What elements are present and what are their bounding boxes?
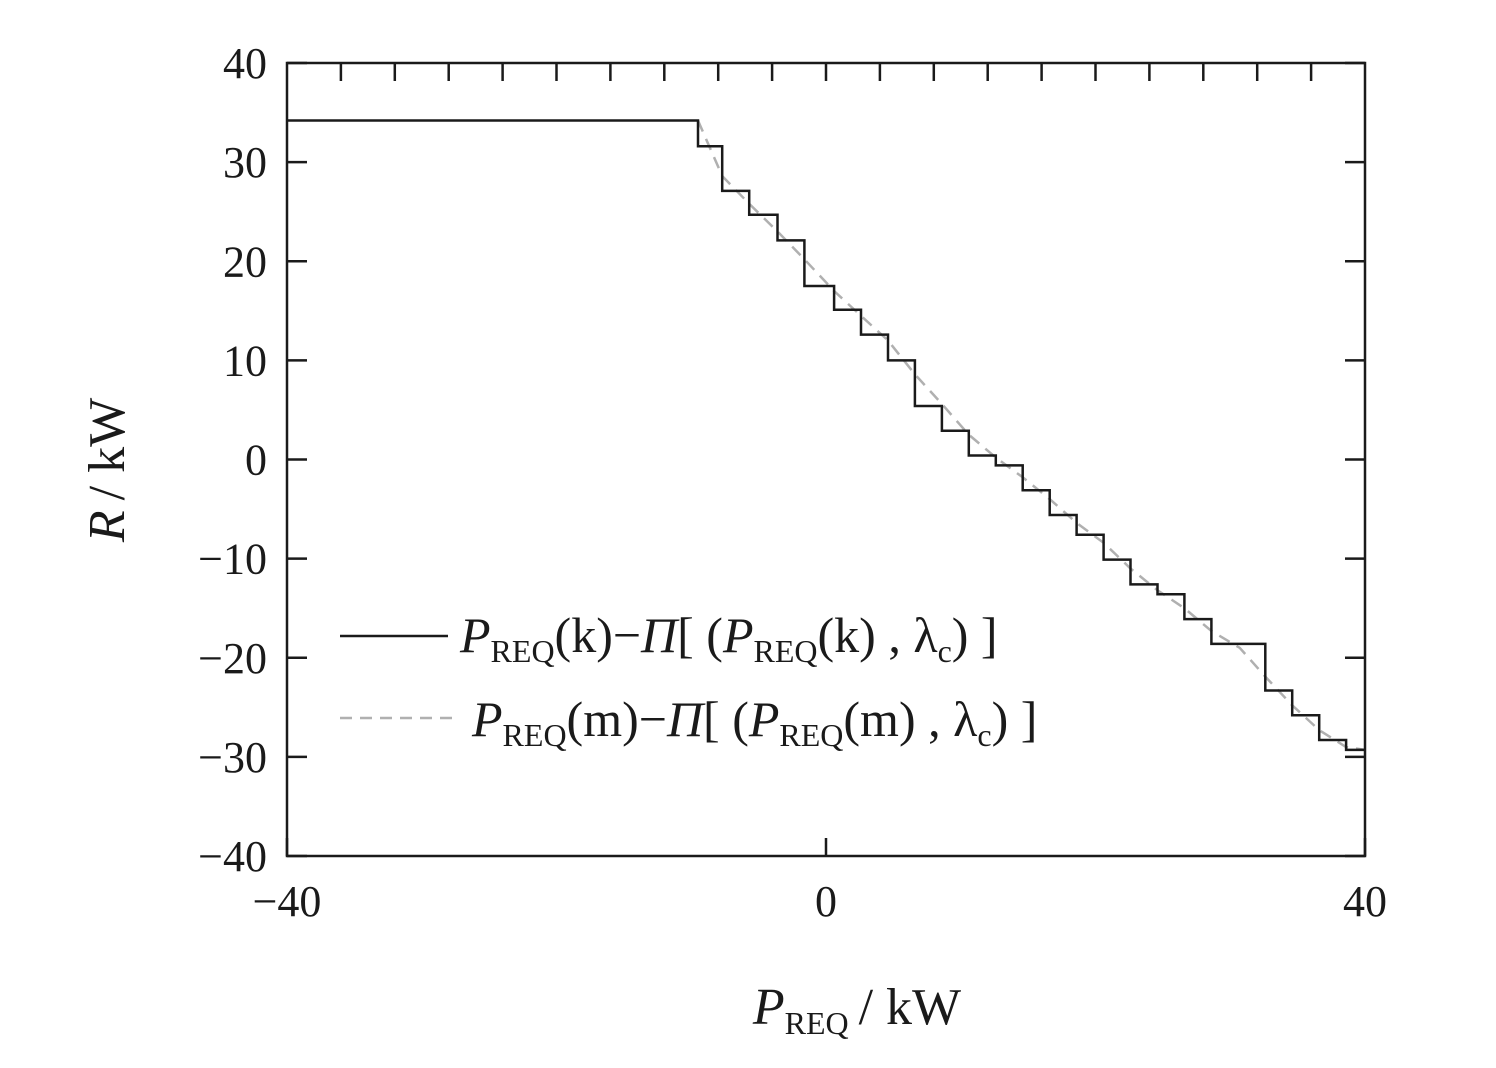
y-tick-label: 10 [223, 336, 267, 385]
tick-labels: −40 0 40 40 30 20 10 0 −10 −20 −30 −40 [198, 39, 1387, 926]
legend-label-series-2: PREQ(m)−Π[ (PREQ(m) , λc) ] [471, 691, 1037, 753]
legend: PREQ(k)−Π[ (PREQ(k) , λc) ] PREQ(m)−Π[ (… [340, 607, 1037, 753]
legend-label-series-1: PREQ(k)−Π[ (PREQ(k) , λc) ] [459, 607, 998, 669]
y-tick-label: 30 [223, 138, 267, 187]
series-line-2 [696, 120, 1366, 752]
x-tick-label: −40 [253, 877, 322, 926]
y-tick-label: 20 [223, 237, 267, 286]
x-tick-label: 0 [815, 877, 837, 926]
series-line-1 [287, 119, 1365, 752]
y-tick-label: −40 [198, 832, 267, 881]
y-tick-label: 0 [245, 436, 267, 485]
series-layer [287, 119, 1366, 752]
y-tick-label: −10 [198, 535, 267, 584]
y-tick-label: −30 [198, 733, 267, 782]
y-tick-label: −20 [198, 634, 267, 683]
y-axis-title: R/ kW [79, 398, 136, 543]
x-axis-title: PREQ / kW [752, 979, 961, 1041]
plot-frame [285, 61, 1367, 858]
y-tick-label: 40 [223, 39, 267, 88]
x-tick-label: 40 [1343, 877, 1387, 926]
